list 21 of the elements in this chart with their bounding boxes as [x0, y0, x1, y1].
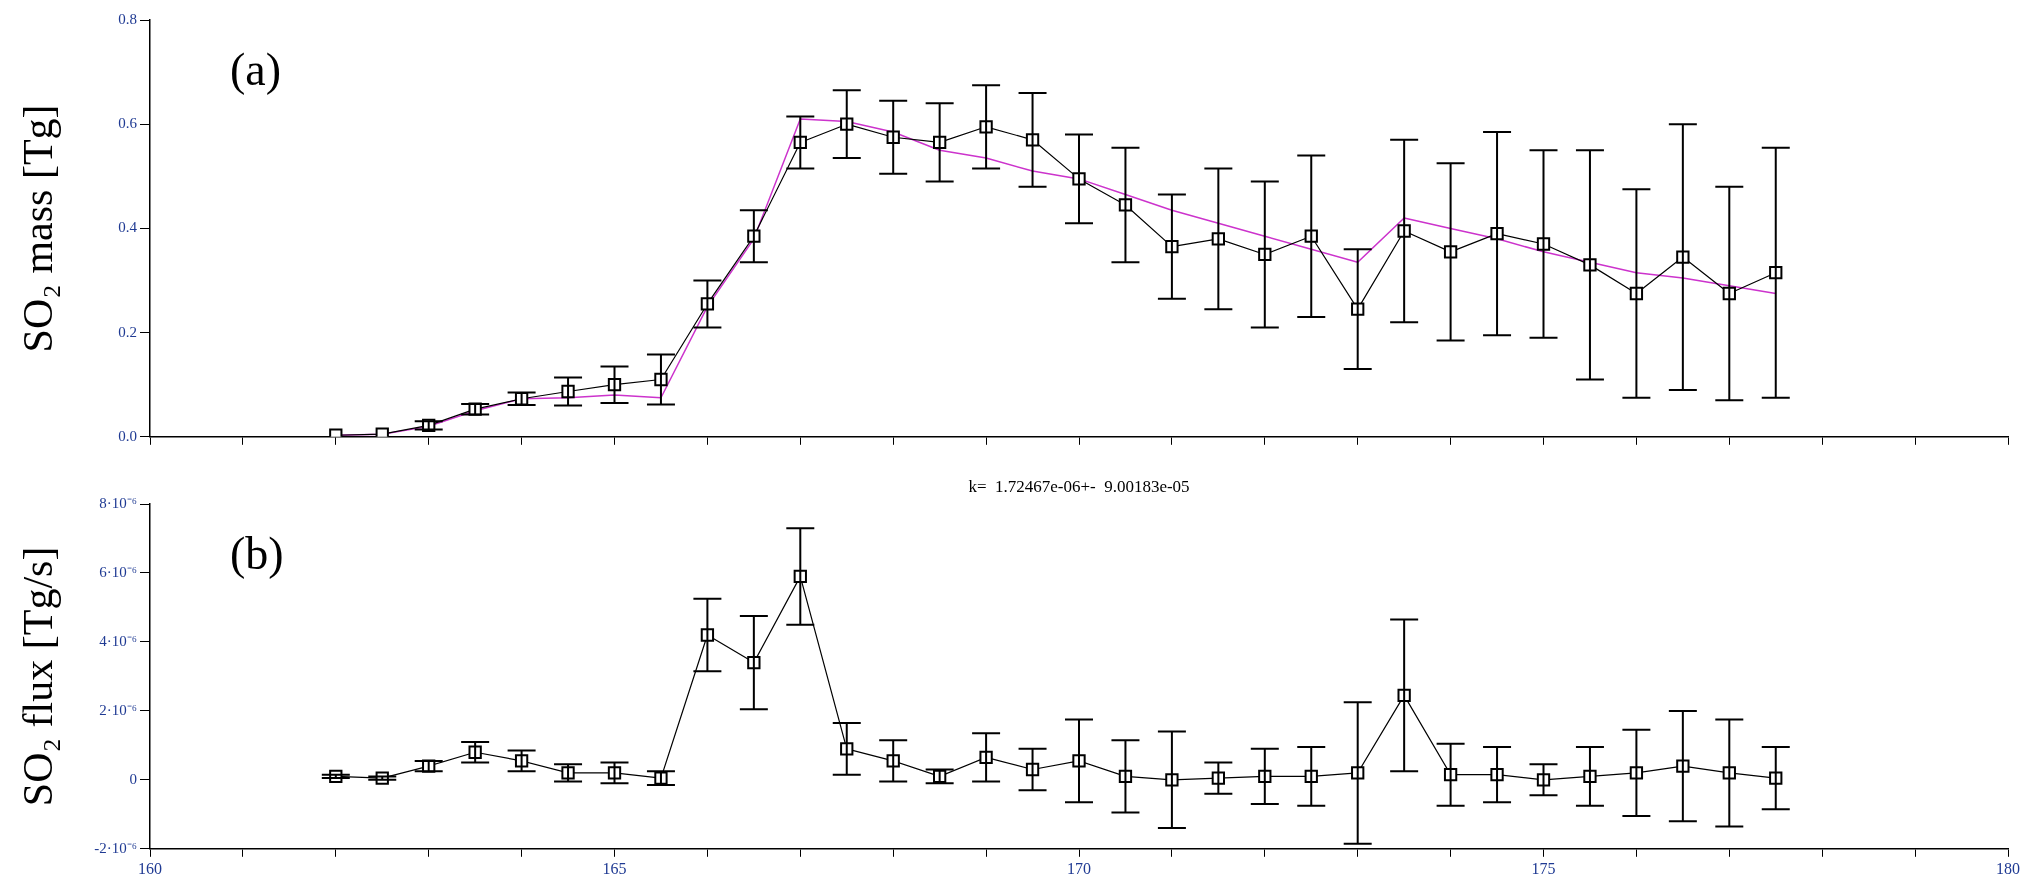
y-tick-label: 0.2	[118, 323, 137, 340]
y-tick-label: 4·10⁻⁶	[99, 632, 137, 649]
annotation: (b)	[230, 528, 284, 580]
annotation: (a)	[230, 44, 282, 96]
y-tick-label: 0.0	[118, 427, 137, 444]
y-tick-label: 6·10⁻⁶	[99, 563, 137, 580]
y-tick-label: -2·10⁻⁶	[94, 839, 137, 856]
y-tick-label: 2·10⁻⁶	[99, 701, 137, 718]
y-axis-title: SO₂ flux [Tg/s]	[15, 546, 62, 807]
y-tick-label: 8·10⁻⁶	[99, 494, 137, 511]
x-tick-label: 175	[1531, 859, 1556, 877]
y-tick-label: 0.4	[118, 219, 138, 236]
x-tick-label: 165	[602, 859, 627, 877]
y-tick-label: 0.8	[118, 10, 137, 27]
x-tick-label: 170	[1067, 859, 1091, 877]
y-axis-title: SO₂ mass [Tg]	[15, 104, 62, 353]
y-tick-label: 0	[129, 770, 137, 787]
text: k= 1.72467e-06+- 9.00183e-05	[968, 477, 1190, 497]
y-tick-label: 0.6	[118, 115, 138, 132]
x-tick-label: 180	[1996, 859, 2020, 877]
x-tick-label: 160	[138, 859, 162, 877]
